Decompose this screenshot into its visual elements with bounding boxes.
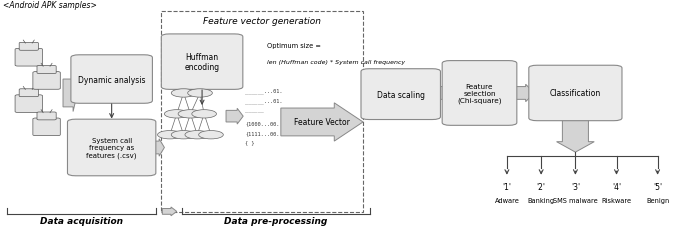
Text: Feature Vector: Feature Vector bbox=[294, 118, 350, 127]
Text: {1000...00.: {1000...00. bbox=[245, 121, 279, 126]
FancyBboxPatch shape bbox=[19, 43, 38, 51]
Text: {1111...00.: {1111...00. bbox=[245, 130, 279, 135]
Text: Data scaling: Data scaling bbox=[377, 90, 425, 99]
Text: { }: { } bbox=[245, 140, 255, 145]
FancyBboxPatch shape bbox=[442, 61, 516, 126]
Text: '4': '4' bbox=[612, 182, 621, 191]
Circle shape bbox=[199, 131, 223, 139]
Text: len (Huffman code) * System call frequency: len (Huffman code) * System call frequen… bbox=[267, 60, 406, 65]
Polygon shape bbox=[149, 139, 164, 157]
FancyBboxPatch shape bbox=[67, 120, 156, 176]
Circle shape bbox=[178, 110, 203, 119]
Text: Benign: Benign bbox=[646, 198, 669, 204]
Circle shape bbox=[185, 131, 210, 139]
Text: ______...01.: ______...01. bbox=[245, 98, 283, 103]
Polygon shape bbox=[434, 85, 449, 102]
FancyBboxPatch shape bbox=[15, 95, 42, 113]
Text: System call
frequency as
features (.csv): System call frequency as features (.csv) bbox=[86, 138, 137, 158]
FancyBboxPatch shape bbox=[33, 119, 60, 136]
FancyBboxPatch shape bbox=[19, 89, 38, 97]
Text: Banking: Banking bbox=[527, 198, 555, 204]
Text: Dynamic analysis: Dynamic analysis bbox=[78, 75, 145, 84]
FancyBboxPatch shape bbox=[162, 35, 242, 90]
Circle shape bbox=[158, 131, 182, 139]
Text: Riskware: Riskware bbox=[601, 198, 632, 204]
Circle shape bbox=[171, 131, 196, 139]
FancyBboxPatch shape bbox=[37, 66, 56, 74]
Text: '2': '2' bbox=[536, 182, 546, 191]
Polygon shape bbox=[226, 109, 243, 125]
Text: '3': '3' bbox=[571, 182, 580, 191]
Text: ______: ______ bbox=[245, 107, 264, 112]
Text: Adware: Adware bbox=[495, 198, 519, 204]
FancyBboxPatch shape bbox=[15, 49, 42, 67]
Circle shape bbox=[192, 110, 216, 119]
FancyBboxPatch shape bbox=[529, 66, 622, 121]
FancyBboxPatch shape bbox=[37, 112, 56, 120]
Polygon shape bbox=[281, 103, 363, 141]
Polygon shape bbox=[556, 118, 594, 152]
Circle shape bbox=[164, 110, 189, 119]
Polygon shape bbox=[510, 85, 534, 102]
FancyBboxPatch shape bbox=[361, 69, 440, 120]
Circle shape bbox=[171, 89, 196, 98]
Text: '1': '1' bbox=[502, 182, 512, 191]
Text: Data acquisition: Data acquisition bbox=[40, 216, 123, 225]
Polygon shape bbox=[162, 207, 177, 216]
Text: Classification: Classification bbox=[550, 89, 601, 98]
FancyBboxPatch shape bbox=[33, 72, 60, 90]
Text: Huffman
encoding: Huffman encoding bbox=[184, 53, 220, 72]
Text: Feature
selection
(Chi-square): Feature selection (Chi-square) bbox=[458, 83, 501, 104]
Polygon shape bbox=[63, 75, 77, 112]
Circle shape bbox=[188, 89, 212, 98]
Text: ______...01.: ______...01. bbox=[245, 88, 283, 94]
Text: SMS malware: SMS malware bbox=[553, 198, 598, 204]
Text: Optimum size =: Optimum size = bbox=[267, 43, 321, 49]
Text: <Android APK samples>: <Android APK samples> bbox=[3, 1, 97, 10]
Text: Data pre-processing: Data pre-processing bbox=[224, 216, 327, 225]
Text: '5': '5' bbox=[653, 182, 662, 191]
Text: Feature vector generation: Feature vector generation bbox=[203, 17, 321, 26]
FancyBboxPatch shape bbox=[71, 55, 152, 104]
